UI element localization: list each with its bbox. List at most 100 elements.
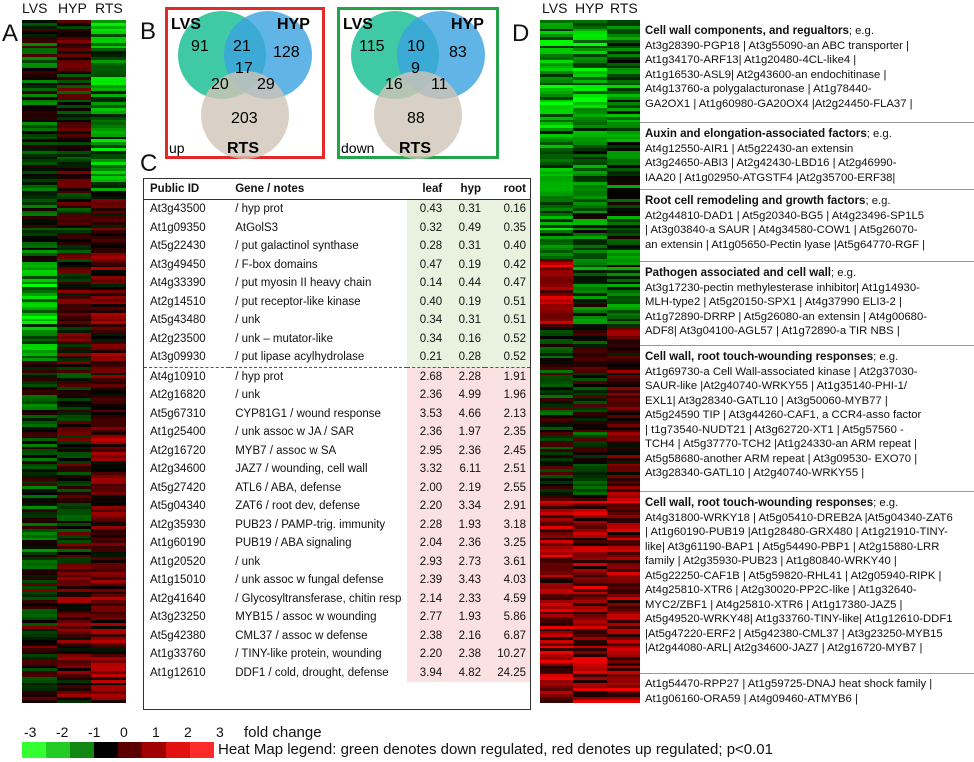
cell-gene-notes: / unk assoc w fungal defense	[235, 574, 384, 587]
cell-public-id: At1g20520	[150, 555, 206, 568]
gene-table-header: Public ID Gene / notes leaf hyp root	[144, 179, 530, 200]
cell-root: 2.35	[485, 423, 530, 442]
note-separator	[640, 673, 974, 674]
table-row: At3g09930/ put lipase acylhydrolase 0.21 0…	[144, 348, 530, 367]
note-title-suffix: ; e.g.	[873, 497, 899, 509]
cell-gene-notes: / unk assoc w JA / SAR	[235, 426, 355, 439]
venn-up-hyp-rts: 29	[257, 76, 275, 93]
note-title: Pathogen associated and cell wall	[645, 267, 831, 279]
cell-hyp: 0.31	[446, 311, 485, 330]
table-row: At1g15010 / unk assoc w fungal defense 2.3…	[144, 571, 530, 590]
legend-swatch	[118, 742, 142, 758]
cell-leaf: 0.47	[407, 255, 447, 274]
note-block: Cell wall, root touch-wounding responses…	[645, 496, 971, 656]
note-line: At5g58680-another ARM repeat | At3g09530…	[645, 452, 918, 465]
note-line: At3g24650-ABI3 | At2g42430-LBD16 | At2g4…	[645, 157, 897, 169]
cell-leaf: 2.93	[407, 552, 447, 571]
cell-leaf: 0.34	[407, 311, 447, 330]
cell-leaf: 2.95	[407, 441, 447, 460]
cell-leaf: 2.04	[407, 534, 447, 553]
cell-root: 0.42	[485, 255, 530, 274]
note-line: At1g72890-DRRP | At5g26080-an extensin |…	[645, 310, 928, 323]
cell-gene-notes: / put myosin II heavy chain	[235, 277, 372, 290]
note-separator	[640, 491, 974, 492]
cell-root: 3.61	[485, 552, 530, 571]
venn-up-lvs-rts: 20	[211, 76, 229, 93]
cell-leaf: 0.14	[407, 274, 447, 293]
cell-gene-notes: / TINY-like protein, wounding	[235, 648, 382, 661]
cell-hyp: 0.31	[446, 237, 485, 256]
note-line: an extensin | At1g05650-Pectin lyase |At…	[645, 238, 926, 251]
cell-root: 2.55	[485, 478, 530, 497]
note-separator	[640, 345, 974, 346]
cell-gene-notes: / hyp prot	[235, 203, 284, 216]
cell-public-id: At1g12610	[150, 666, 206, 679]
cell-leaf: 2.14	[407, 589, 447, 608]
cell-root: 3.18	[485, 515, 530, 534]
venn-up: LVS HYP RTS up 91 21 128 17 20 29 203	[165, 7, 325, 159]
cell-root: 10.27	[485, 645, 530, 664]
heatmap-column	[56, 20, 92, 706]
cell-gene-notes: CYP81G1 / wound response	[235, 407, 381, 420]
cell-public-id: At5g67310	[150, 407, 206, 420]
note-line: At4g13760-a polygalacturonase | At1g7844…	[645, 83, 872, 95]
venn-down-label-rts: RTS	[399, 140, 431, 157]
legend-swatch	[190, 742, 214, 758]
cell-gene-notes: / Glycosyltransferase, chitin resp	[235, 592, 402, 605]
table-row: At1g12610 DDF1 / cold, drought, defense 3.…	[144, 663, 530, 682]
cell-root: 4.59	[485, 589, 530, 608]
venn-down-rts-only: 88	[407, 110, 425, 127]
cell-gene-notes: ZAT6 / root dev, defense	[235, 500, 361, 513]
panel-letter-b: B	[140, 18, 157, 45]
cell-hyp: 4.99	[446, 386, 485, 405]
cell-public-id: At5g27420	[150, 481, 206, 494]
heatmap-column	[91, 20, 126, 706]
note-block: Cell wall, root touch-wounding responses…	[645, 350, 971, 481]
cell-gene-notes: / hyp prot	[229, 366, 408, 386]
cell-leaf: 2.20	[407, 497, 447, 516]
cell-root: 6.87	[485, 626, 530, 645]
cell-leaf: 2.36	[407, 423, 447, 442]
cell-hyp: 0.19	[446, 255, 485, 274]
cell-gene-notes: / put lipase acylhydrolase	[235, 351, 365, 364]
table-row: At1g25400 / unk assoc w JA / SAR 2.36 1.97 2…	[144, 423, 530, 442]
cell-leaf: 0.34	[407, 329, 447, 348]
cell-leaf: 2.38	[407, 626, 447, 645]
cell-leaf: 2.68	[407, 366, 447, 386]
venn-down-hyp-rts: 11	[431, 76, 448, 93]
cell-hyp: 0.49	[446, 218, 485, 237]
cell-hyp: 6.11	[446, 460, 485, 479]
cell-leaf: 2.20	[407, 645, 447, 664]
cell-root: 2.13	[485, 404, 530, 423]
cell-root: 1.91	[485, 366, 530, 386]
cell-public-id: At5g04340	[150, 500, 206, 513]
note-line: SAUR-like |At2g40740-WRKY55 | At1g35140-…	[645, 380, 908, 392]
note-line: | t1g73540-NUDT21 | At3g62720-XT1 | At5g…	[645, 423, 904, 436]
cell-gene-notes: / unk	[235, 389, 261, 402]
venn-down: LVS HYP RTS down 115 10 83 9 16 11 88	[337, 7, 499, 159]
venn-down-all: 9	[411, 60, 420, 77]
note-line: like| At3g61190-BAP1 | At5g54490-PBP1 | …	[645, 540, 940, 553]
heatmap-column	[573, 20, 607, 706]
venn-up-all: 17	[235, 60, 253, 77]
note-title: Cell wall, root touch-wounding responses	[645, 497, 874, 509]
cell-leaf: 0.32	[407, 218, 447, 237]
note-line: At4g25810-XTR6 | At2g30020-PP2C-like | A…	[645, 584, 917, 596]
venn-up-rts-only: 203	[231, 110, 258, 127]
table-row: At2g16720 MYB7 / assoc w SA 2.95 2.36 2.45	[144, 441, 530, 460]
legend-swatch	[166, 742, 190, 758]
cell-root: 0.52	[485, 348, 530, 367]
cell-public-id: At4g33390	[150, 277, 206, 290]
venn-down-circle-rts	[374, 71, 462, 159]
cell-public-id: At5g22430	[150, 240, 206, 253]
note-line: At5g24590 TIP | At3g44260-CAF1, a CCR4-a…	[645, 409, 922, 421]
cell-root: 0.35	[485, 218, 530, 237]
note-line: IAA20 | At1g02950-ATGSTF4 |At2g35700-ERF…	[645, 171, 896, 184]
cell-hyp: 4.66	[446, 404, 485, 423]
note-block: At1g54470-RPP27 | At1g59725-DNAJ heat sh…	[645, 677, 971, 706]
venn-up-label-rts: RTS	[227, 140, 259, 157]
note-line: MYC2/ZBF1 | At4g25810-XTR6 | At1g17380-J…	[645, 598, 903, 611]
table-row: At2g23500 / unk – mutator-like 0.34 0.16 0.5…	[144, 329, 530, 348]
table-row: At1g60190 PUB19 / ABA signaling 2.04 2.36 3.…	[144, 534, 530, 553]
venn-down-lvs-rts: 16	[385, 76, 403, 93]
